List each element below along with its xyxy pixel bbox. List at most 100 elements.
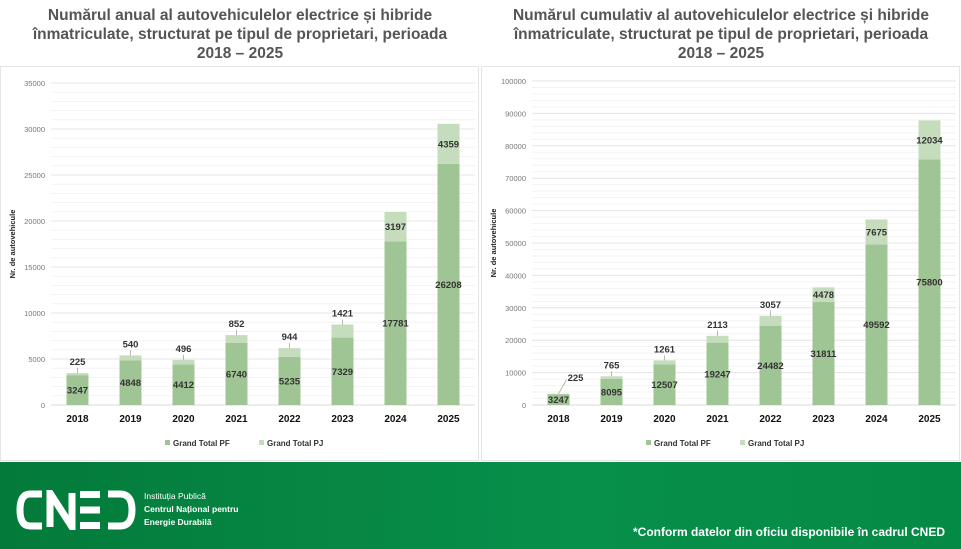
bar-pj: [812, 287, 835, 302]
y-tick-label: 25000: [24, 171, 45, 180]
y-tick-label: 30000: [505, 304, 526, 313]
title-line: 2018 – 2025: [196, 45, 284, 62]
institution-line: Instituția Publică: [144, 491, 206, 501]
data-label-pf: 3247: [67, 386, 88, 397]
cumulative-chart-panel: 0 10000 20000 30000 40000 50000 60000 70000 8000…: [481, 66, 960, 461]
bar-pf: [706, 342, 729, 405]
x-tick-label: 2023: [331, 414, 354, 425]
x-tick-label: 2022: [759, 414, 782, 425]
title-line: 2018 – 2025: [677, 45, 765, 62]
y-tick-label: 60000: [505, 207, 526, 216]
data-label-pf: 75800: [916, 278, 942, 289]
data-label-pf: 6740: [226, 369, 247, 380]
data-label-pf: 3247: [548, 395, 569, 406]
cumulative-chart: 0 10000 20000 30000 40000 50000 60000 70000 8000…: [489, 77, 956, 448]
y-tick-label: 20000: [505, 336, 526, 345]
data-label-pf: 24482: [757, 361, 783, 372]
data-label-pj: 3057: [760, 300, 781, 311]
data-label-pf: 31811: [811, 349, 838, 360]
bar-pf: [384, 241, 407, 405]
y-tick-label: 10000: [505, 369, 526, 378]
bar-pf: [653, 364, 676, 405]
bar-pj: [547, 393, 570, 395]
legend-swatch: [740, 440, 745, 445]
data-label-pj: 1261: [654, 344, 676, 355]
bar-pf: [759, 325, 782, 405]
x-tick-label: 2022: [278, 414, 301, 425]
footer-banner: Instituția Publică Centrul Național pent…: [0, 462, 961, 549]
bar-pf: [918, 159, 941, 405]
y-tick-label: 80000: [505, 142, 526, 151]
bar-pj: [437, 123, 460, 164]
data-label-pj: 225: [70, 357, 87, 368]
institution-line: Energie Durabilă: [144, 517, 212, 527]
bar-pj: [278, 348, 301, 357]
data-label-pj: 2113: [707, 320, 728, 331]
source-note: *Conform datelor din oficiu disponibile …: [632, 525, 945, 539]
legend-swatch: [259, 440, 264, 445]
y-tick-label: 70000: [505, 174, 526, 183]
y-tick-label: 100000: [501, 77, 526, 86]
legend-label: Grand Total PJ: [267, 439, 323, 448]
x-tick-label: 2021: [225, 414, 248, 425]
data-label-pf: 17781: [382, 319, 409, 330]
x-tick-label: 2018: [66, 414, 89, 425]
bar-pj: [600, 376, 623, 379]
bar-pf: [437, 163, 460, 405]
data-label-pf: 12507: [651, 380, 677, 391]
left-chart-title: Numărul anual al autovehiculelor electri…: [0, 6, 480, 63]
x-tick-label: 2025: [437, 414, 460, 425]
data-label-pf: 5235: [279, 376, 301, 387]
data-label-pj: 496: [176, 344, 192, 355]
x-tick-label: 2020: [172, 414, 195, 425]
x-tick-label: 2023: [812, 414, 835, 425]
data-label-pj: 765: [604, 360, 621, 371]
legend-label: Grand Total PF: [654, 439, 711, 448]
bar-pf: [865, 244, 888, 405]
data-label-pj: 225: [568, 373, 585, 384]
bar-pf: [172, 364, 195, 405]
data-label-pf: 19247: [704, 369, 730, 380]
bar-pj: [119, 355, 142, 361]
data-label-pf: 8095: [601, 387, 623, 398]
data-label-pj: 540: [123, 339, 139, 350]
institution-line: Centrul Național pentru: [144, 504, 239, 514]
annual-chart: 0 5000 10000 15000 20000 25000 30000 35000 Nr. d…: [8, 79, 475, 448]
data-label-pj: 4478: [813, 290, 834, 301]
bar-pj: [918, 120, 941, 160]
bar-pj: [66, 373, 89, 376]
x-tick-label: 2019: [119, 414, 142, 425]
bar-pj: [172, 359, 195, 365]
x-tick-label: 2025: [918, 414, 941, 425]
y-tick-label: 35000: [24, 79, 45, 88]
bar-pj: [225, 335, 248, 343]
leader-line: [558, 379, 567, 394]
bar-pj: [331, 324, 354, 338]
y-axis-label: Nr. de autovehicule: [8, 210, 17, 279]
title-line: înmatriculate, structurat pe tipul de pr…: [32, 26, 448, 43]
y-tick-label: 0: [41, 401, 45, 410]
data-label-pj: 12034: [916, 135, 943, 146]
bar-pj: [706, 335, 729, 343]
y-tick-label: 5000: [28, 355, 45, 364]
x-tick-label: 2018: [547, 414, 570, 425]
y-tick-label: 40000: [505, 271, 526, 280]
y-tick-label: 90000: [505, 109, 526, 118]
data-label-pf: 4412: [173, 380, 194, 391]
y-tick-label: 20000: [24, 217, 45, 226]
data-label-pf: 7329: [332, 367, 353, 378]
bar-pf: [278, 356, 301, 405]
x-tick-label: 2024: [865, 414, 888, 425]
data-label-pj: 4359: [438, 139, 459, 150]
bar-pf: [331, 337, 354, 405]
bar-pf: [66, 375, 89, 405]
y-tick-label: 15000: [24, 263, 45, 272]
bar-pf: [812, 301, 835, 405]
title-line: înmatriculate, structurat pe tipul de pr…: [513, 26, 929, 43]
bar-pf: [119, 360, 142, 405]
data-label-pj: 7675: [866, 227, 888, 238]
title-line: Numărul anual al autovehiculelor electri…: [47, 7, 433, 24]
bar-pj: [759, 315, 782, 326]
data-label-pj: 3197: [385, 222, 406, 233]
data-label-pj: 1421: [332, 309, 354, 320]
